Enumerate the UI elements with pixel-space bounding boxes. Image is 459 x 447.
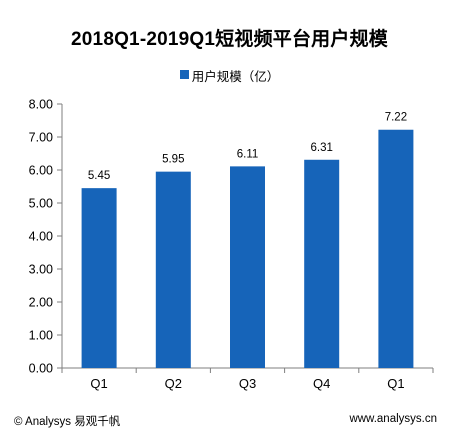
legend: 用户规模（亿） [0, 66, 459, 85]
data-label: 5.45 [88, 170, 110, 182]
bar [304, 159, 340, 368]
x-tick-label: Q1 [90, 376, 107, 391]
x-tick-label: Q3 [239, 376, 256, 391]
y-tick-label: 2.00 [29, 296, 53, 310]
bar [230, 166, 265, 368]
x-tick-label: Q4 [313, 376, 330, 391]
bar [378, 129, 414, 368]
x-tick-label: Q2 [165, 376, 182, 391]
data-label: 6.31 [311, 142, 333, 154]
y-tick-label: 6.00 [29, 164, 53, 178]
y-tick-label: 8.00 [29, 98, 53, 112]
chart-title: 2018Q1-2019Q1短视频平台用户规模 [71, 29, 388, 50]
website-link: www.analysys.cn [349, 413, 437, 425]
y-tick-label: 0.00 [29, 362, 53, 376]
y-tick-label: 5.00 [29, 197, 53, 211]
x-tick-label: Q1 [387, 376, 404, 391]
bar [81, 188, 117, 368]
y-tick-label: 3.00 [29, 263, 53, 277]
bar-chart: 0.00 1.00 2.00 3.00 4.00 5.00 6.00 7.00 8.00 5.45… [29, 98, 434, 391]
data-label: 5.95 [162, 154, 184, 166]
legend-swatch [179, 70, 189, 79]
copyright-source: © Analysys 易观千帆 [14, 416, 121, 428]
y-tick-label: 7.00 [29, 131, 53, 145]
legend-label: 用户规模（亿） [191, 70, 280, 84]
y-tick-label: 1.00 [29, 329, 53, 343]
bar [155, 171, 191, 368]
data-label: 6.11 [237, 148, 259, 160]
data-label: 7.22 [385, 112, 407, 124]
y-tick-label: 4.00 [29, 230, 53, 244]
